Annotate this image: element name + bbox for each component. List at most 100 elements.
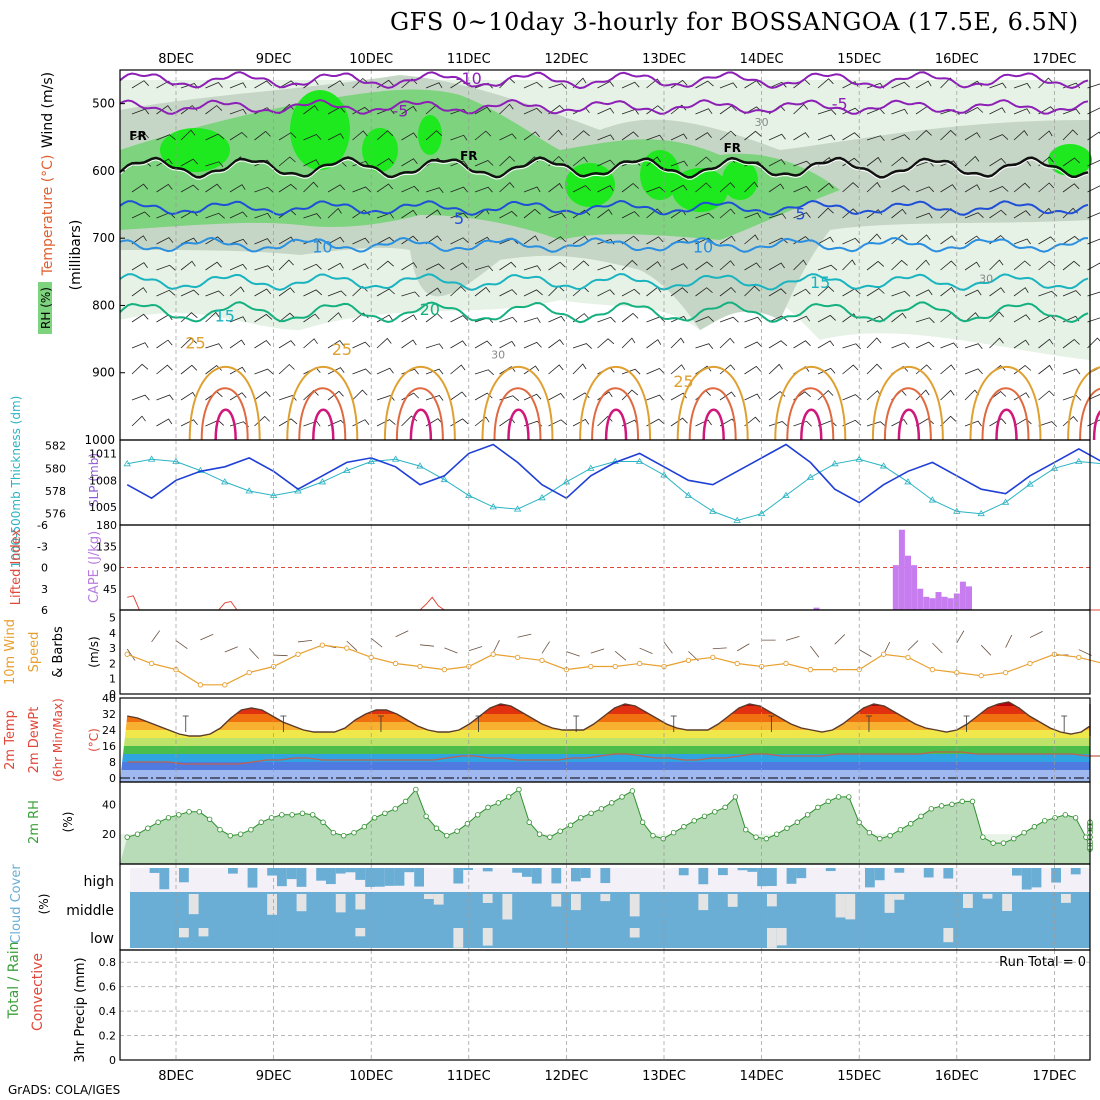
wind-barb [156, 158, 173, 167]
isotherm-label: -5 [393, 101, 409, 120]
minmax-bar [573, 715, 580, 732]
wind-speed-point [832, 666, 838, 673]
cloud-mid-gap [600, 894, 611, 902]
wind-barb [597, 264, 616, 271]
thickness-point [147, 455, 156, 462]
wind-barb [891, 418, 908, 427]
wind-speed-point [880, 651, 887, 657]
date-tick-label-bottom: 17DEC [1032, 1069, 1076, 1084]
cloud-high-bar [345, 868, 356, 873]
wind-barb [254, 391, 271, 401]
rh-point [835, 794, 842, 800]
rh-point [557, 828, 563, 834]
rh-point [402, 798, 409, 805]
wind-barb [523, 289, 543, 297]
wind-barb [646, 208, 663, 219]
rh-point [887, 832, 893, 839]
wind-barb [866, 135, 885, 142]
wind-barb [156, 364, 173, 375]
wind-barb [915, 289, 933, 297]
wind-barb [1013, 392, 1030, 401]
cloud-high-bar [571, 868, 581, 882]
isotherm-35-loop [995, 408, 1018, 441]
wind-barb-10m [907, 640, 919, 651]
cape-bar [898, 529, 905, 610]
wind-barb [695, 132, 712, 141]
wind-barb [229, 339, 246, 349]
wind-speed-point [295, 651, 301, 657]
wind-barb [352, 389, 368, 401]
minmax-bar [475, 715, 482, 732]
wind-speed-point [734, 660, 740, 667]
rh-point [1052, 815, 1058, 821]
wind-barb [597, 107, 615, 115]
panel-frame [119, 609, 1091, 695]
cloud-high-bar [316, 868, 326, 881]
wind-barb [817, 367, 836, 375]
wind-barb-10m [614, 651, 627, 661]
wind-barb [572, 156, 588, 167]
cloud-high-bar [1051, 868, 1061, 883]
wind-barb [891, 290, 911, 297]
cloud-high-bar [286, 868, 297, 880]
wind-barb [278, 395, 297, 401]
wind-barb [719, 391, 736, 401]
cape-panel: Lifted Index CAPE (J/kg) -6 -3 0 3 6 180 135 90 45 [9, 519, 1100, 617]
y-tick-label: 582 [45, 440, 66, 453]
cape-bar [905, 555, 911, 610]
wind-barb-10m [248, 648, 260, 659]
wind-barb [744, 341, 763, 349]
wind-barb [719, 82, 738, 89]
wind-barb [229, 238, 248, 245]
isotherm-30-loop [493, 387, 542, 441]
isotherm-30-loop [200, 387, 249, 441]
wind-barb [866, 260, 885, 271]
cloud-mid-gap [482, 894, 493, 903]
wind-barb [695, 343, 714, 349]
wind-barb [1062, 157, 1080, 167]
wind-barb [572, 235, 589, 245]
wind-barb [719, 337, 735, 349]
cape-bar [966, 586, 972, 610]
wind-barb [768, 340, 788, 349]
wind-barb [695, 182, 712, 193]
wind-barb [303, 289, 323, 297]
wind-barb [327, 339, 344, 349]
thickness-point [343, 466, 351, 473]
wind-barb [842, 132, 861, 141]
isotherm-35-loop [800, 408, 823, 441]
wind-barb [450, 315, 469, 323]
thickness-point [416, 462, 424, 469]
wind-barb [303, 213, 322, 219]
wind-barb [401, 291, 420, 298]
wind-barb [695, 108, 713, 115]
wind-barb [842, 208, 859, 219]
date-tick-label-top: 12DEC [544, 52, 588, 67]
rh-point [846, 794, 852, 800]
wind-barb [744, 316, 763, 323]
rh-point [743, 827, 749, 833]
y-axis-label-rh-2m: 2m RH [27, 800, 42, 844]
wind-barb [866, 233, 882, 245]
wind-speed-point [978, 673, 984, 679]
credit-label: GrADS: COLA/IGES [8, 1083, 121, 1097]
wind-barb-10m [932, 642, 943, 654]
thickness-point [684, 491, 693, 498]
wind-barb [1038, 290, 1058, 297]
temp-band [120, 746, 1090, 754]
date-tick-label-top: 11DEC [447, 52, 491, 67]
minmax-bar [670, 715, 677, 732]
wind-barb [670, 392, 687, 401]
y-axis-label-ms: (m/s) [87, 636, 101, 667]
wind-barb [744, 393, 761, 401]
wind-barb [572, 209, 591, 219]
freezing-level-line [119, 156, 1089, 179]
cloud-high-bar [747, 868, 758, 872]
rh-point [186, 809, 192, 815]
wind-speed-point [197, 682, 204, 688]
wind-barb [278, 363, 295, 375]
wind-barb [523, 317, 541, 324]
wind-barb [1062, 183, 1080, 193]
y-tick-label: 6 [41, 604, 48, 617]
cloud-low-gap [453, 928, 464, 948]
